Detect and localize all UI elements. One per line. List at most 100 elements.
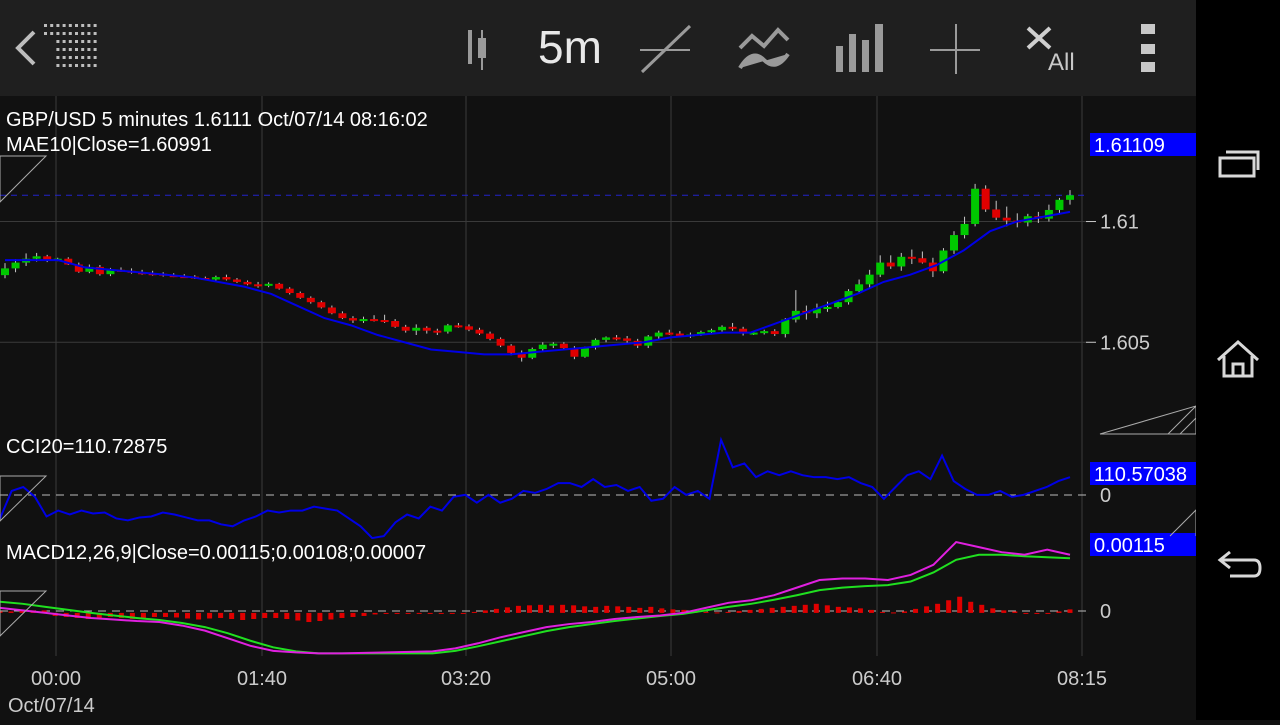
candle-body — [602, 337, 611, 340]
draw-line-icon[interactable] — [640, 24, 692, 74]
candle-body — [876, 262, 885, 275]
macd-hist-bar — [383, 612, 389, 614]
macd-line — [0, 540, 1071, 655]
recent-apps-icon[interactable] — [1218, 150, 1260, 178]
candle-body — [95, 266, 104, 275]
macd-hist-bar — [747, 609, 753, 613]
macd-hist-bar — [924, 606, 930, 613]
logo-dot — [62, 40, 66, 43]
logo-dot — [81, 32, 85, 35]
macd-hist-bar — [273, 612, 279, 618]
logo-dot — [93, 64, 97, 67]
candle-body — [243, 281, 252, 285]
time-tick-label: 03:20 — [441, 668, 491, 690]
macd-hist-bar — [140, 612, 146, 618]
logo-dot — [81, 40, 85, 43]
macd-hist-bar — [913, 608, 919, 613]
candle-body — [475, 329, 484, 334]
candle-body — [317, 302, 326, 308]
macd-hist-bar — [725, 611, 731, 613]
back-nav-icon[interactable] — [1217, 550, 1262, 578]
macd-hist-bar — [1056, 611, 1062, 613]
back-icon[interactable] — [15, 30, 36, 66]
last-price-badge-text: 1.61109 — [1094, 135, 1165, 157]
candle-body — [348, 318, 357, 321]
macd-header: MACD12,26,9|Close=0.00115;0.00108;0.0000… — [6, 542, 426, 564]
macd-hist-bar — [350, 612, 356, 617]
grid — [0, 96, 1196, 656]
macd-hist-bar — [251, 612, 257, 619]
candle-body — [907, 256, 916, 259]
clear-all-label[interactable]: All — [1048, 49, 1075, 76]
candle-body — [612, 337, 621, 340]
indicator-icon[interactable] — [738, 27, 790, 70]
logo-dot — [62, 56, 66, 59]
home-icon[interactable] — [1216, 339, 1260, 378]
crosshair-icon[interactable] — [930, 24, 980, 74]
logo-dot — [62, 24, 66, 27]
macd-hist-bar — [482, 610, 488, 613]
logo-dot — [87, 32, 91, 35]
candle-body — [739, 328, 748, 334]
logo-dot — [81, 24, 85, 27]
macd-hist-bar — [1034, 612, 1040, 614]
chart-area[interactable]: 1.61 1.605 1.61109 GBP/USD 5 minutes 1.61… — [0, 96, 1196, 720]
macd-hist-bar — [802, 604, 808, 613]
macd-hist-bar — [427, 612, 433, 614]
candle-type-icon[interactable] — [468, 30, 486, 70]
logo-dot — [62, 48, 66, 51]
time-axis: 00:00 01:40 03:20 05:00 06:40 08:15 — [31, 668, 1107, 690]
overflow-menu-icon[interactable] — [1141, 24, 1155, 72]
candle-body — [64, 258, 73, 265]
candle-body — [749, 332, 758, 335]
macd-hist-bar — [317, 612, 323, 622]
symbol-header: GBP/USD 5 minutes 1.6111 Oct/07/14 08:16… — [6, 109, 428, 131]
macd-hist-bar — [295, 612, 301, 621]
macd-hist-bar — [846, 607, 852, 613]
clear-all-icon[interactable] — [1026, 26, 1052, 50]
candle-body — [306, 297, 315, 303]
logo-dot — [81, 64, 85, 67]
logo-dot — [56, 56, 60, 59]
candle-body — [85, 266, 94, 272]
candle-body — [454, 325, 463, 328]
panel-resize-handles[interactable] — [0, 155, 1196, 637]
candle-body — [654, 332, 663, 337]
candle-body — [106, 269, 115, 275]
macd-hist-bar — [339, 612, 345, 618]
macd-hist-bar — [868, 609, 874, 613]
cci-badge-text: 110.57038 — [1094, 464, 1187, 486]
logo-dot — [56, 24, 60, 27]
macd-hist-bar — [615, 606, 621, 613]
macd-hist-bar — [703, 611, 709, 613]
logo-dot — [93, 40, 97, 43]
logo-dot — [62, 64, 66, 67]
macd-hist-bar — [19, 610, 25, 613]
logo-dot — [44, 32, 47, 35]
candle-body — [781, 319, 790, 335]
logo-dot — [56, 32, 60, 35]
logo-dot — [68, 48, 72, 51]
macd-hist-bar — [637, 607, 643, 613]
candle-body — [507, 345, 516, 353]
logo-dot — [93, 24, 97, 27]
volume-bars-icon[interactable] — [836, 24, 883, 72]
timeframe-button[interactable]: 5m — [538, 21, 602, 73]
cci-badge — [1090, 462, 1196, 485]
candle-body — [897, 256, 906, 267]
macd-hist-bar — [438, 612, 444, 614]
macd-hist-bar — [824, 605, 830, 613]
macd-hist-bar — [1001, 610, 1007, 613]
macd-hist-bar — [173, 612, 179, 618]
candle-body — [623, 338, 632, 341]
macd-hist-bar — [835, 606, 841, 613]
toolbar-icons — [15, 24, 1155, 74]
macd-hist-bar — [979, 604, 985, 613]
candle-body — [412, 327, 421, 331]
macd-hist-bar — [361, 612, 367, 616]
logo-dot — [87, 40, 91, 43]
logo-dot — [75, 40, 78, 43]
macd-hist-bar — [504, 607, 510, 613]
logo-dot — [75, 32, 78, 35]
macd-hist-bar — [957, 596, 963, 613]
